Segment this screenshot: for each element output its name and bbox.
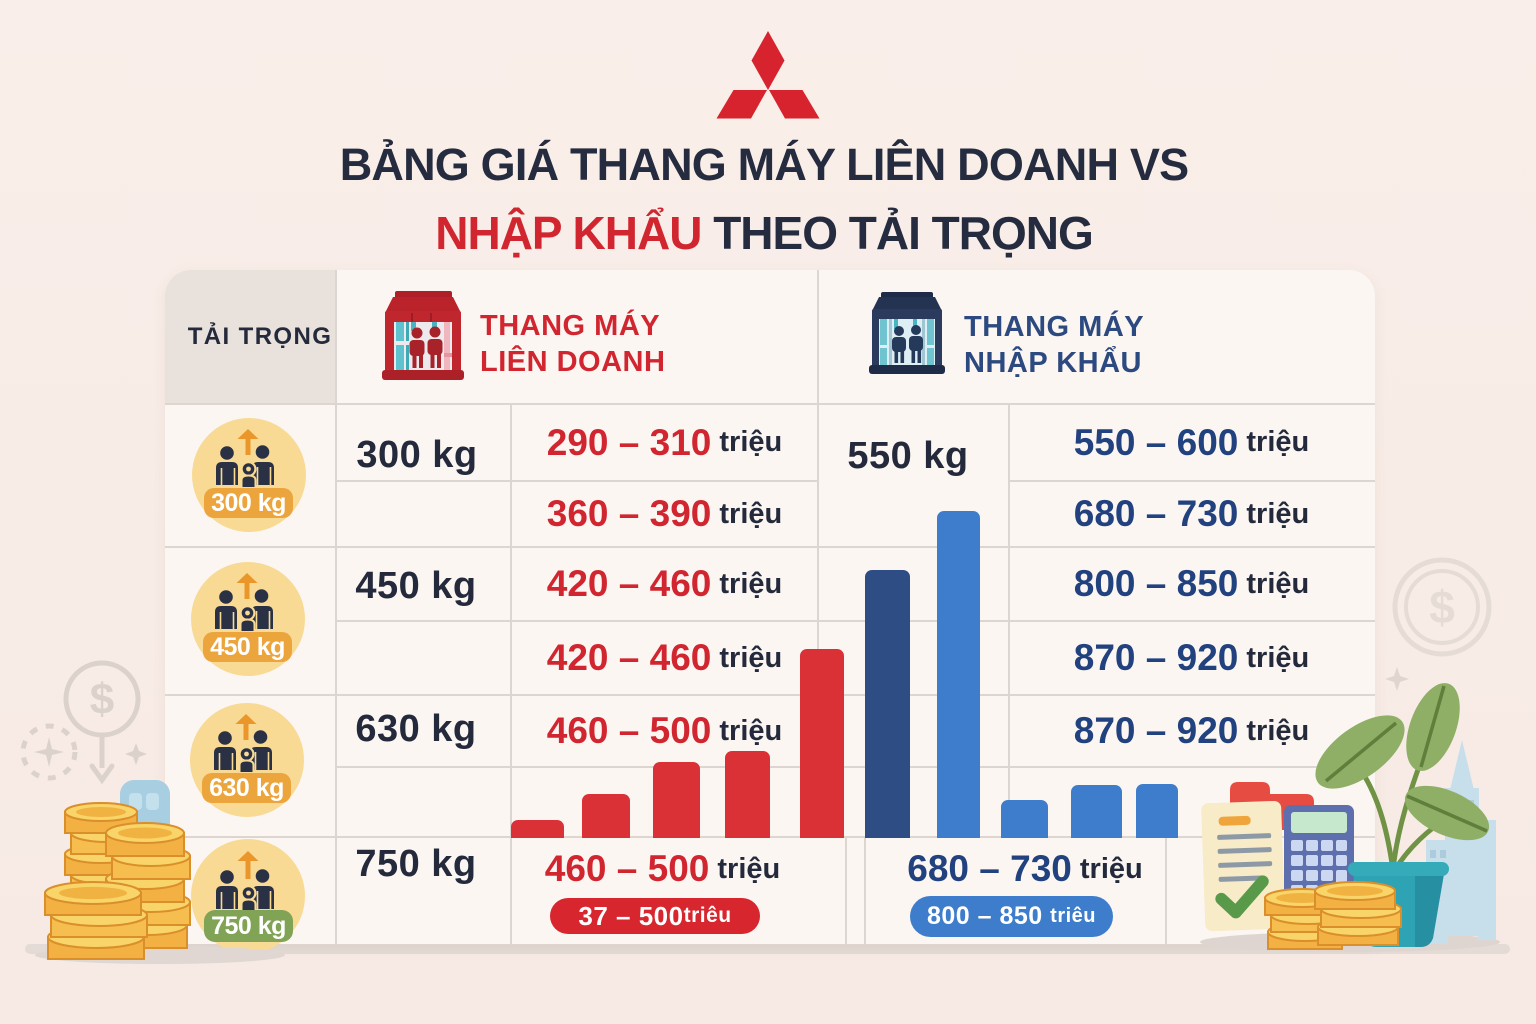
svg-text:450 kg: 450 kg	[210, 633, 285, 661]
svg-text:300 kg: 300 kg	[211, 489, 286, 517]
svg-text:630 kg: 630 kg	[209, 774, 284, 802]
svg-text:$: $	[1429, 581, 1455, 633]
svg-text:750 kg: 750 kg	[211, 912, 286, 940]
svg-text:$: $	[90, 675, 114, 724]
